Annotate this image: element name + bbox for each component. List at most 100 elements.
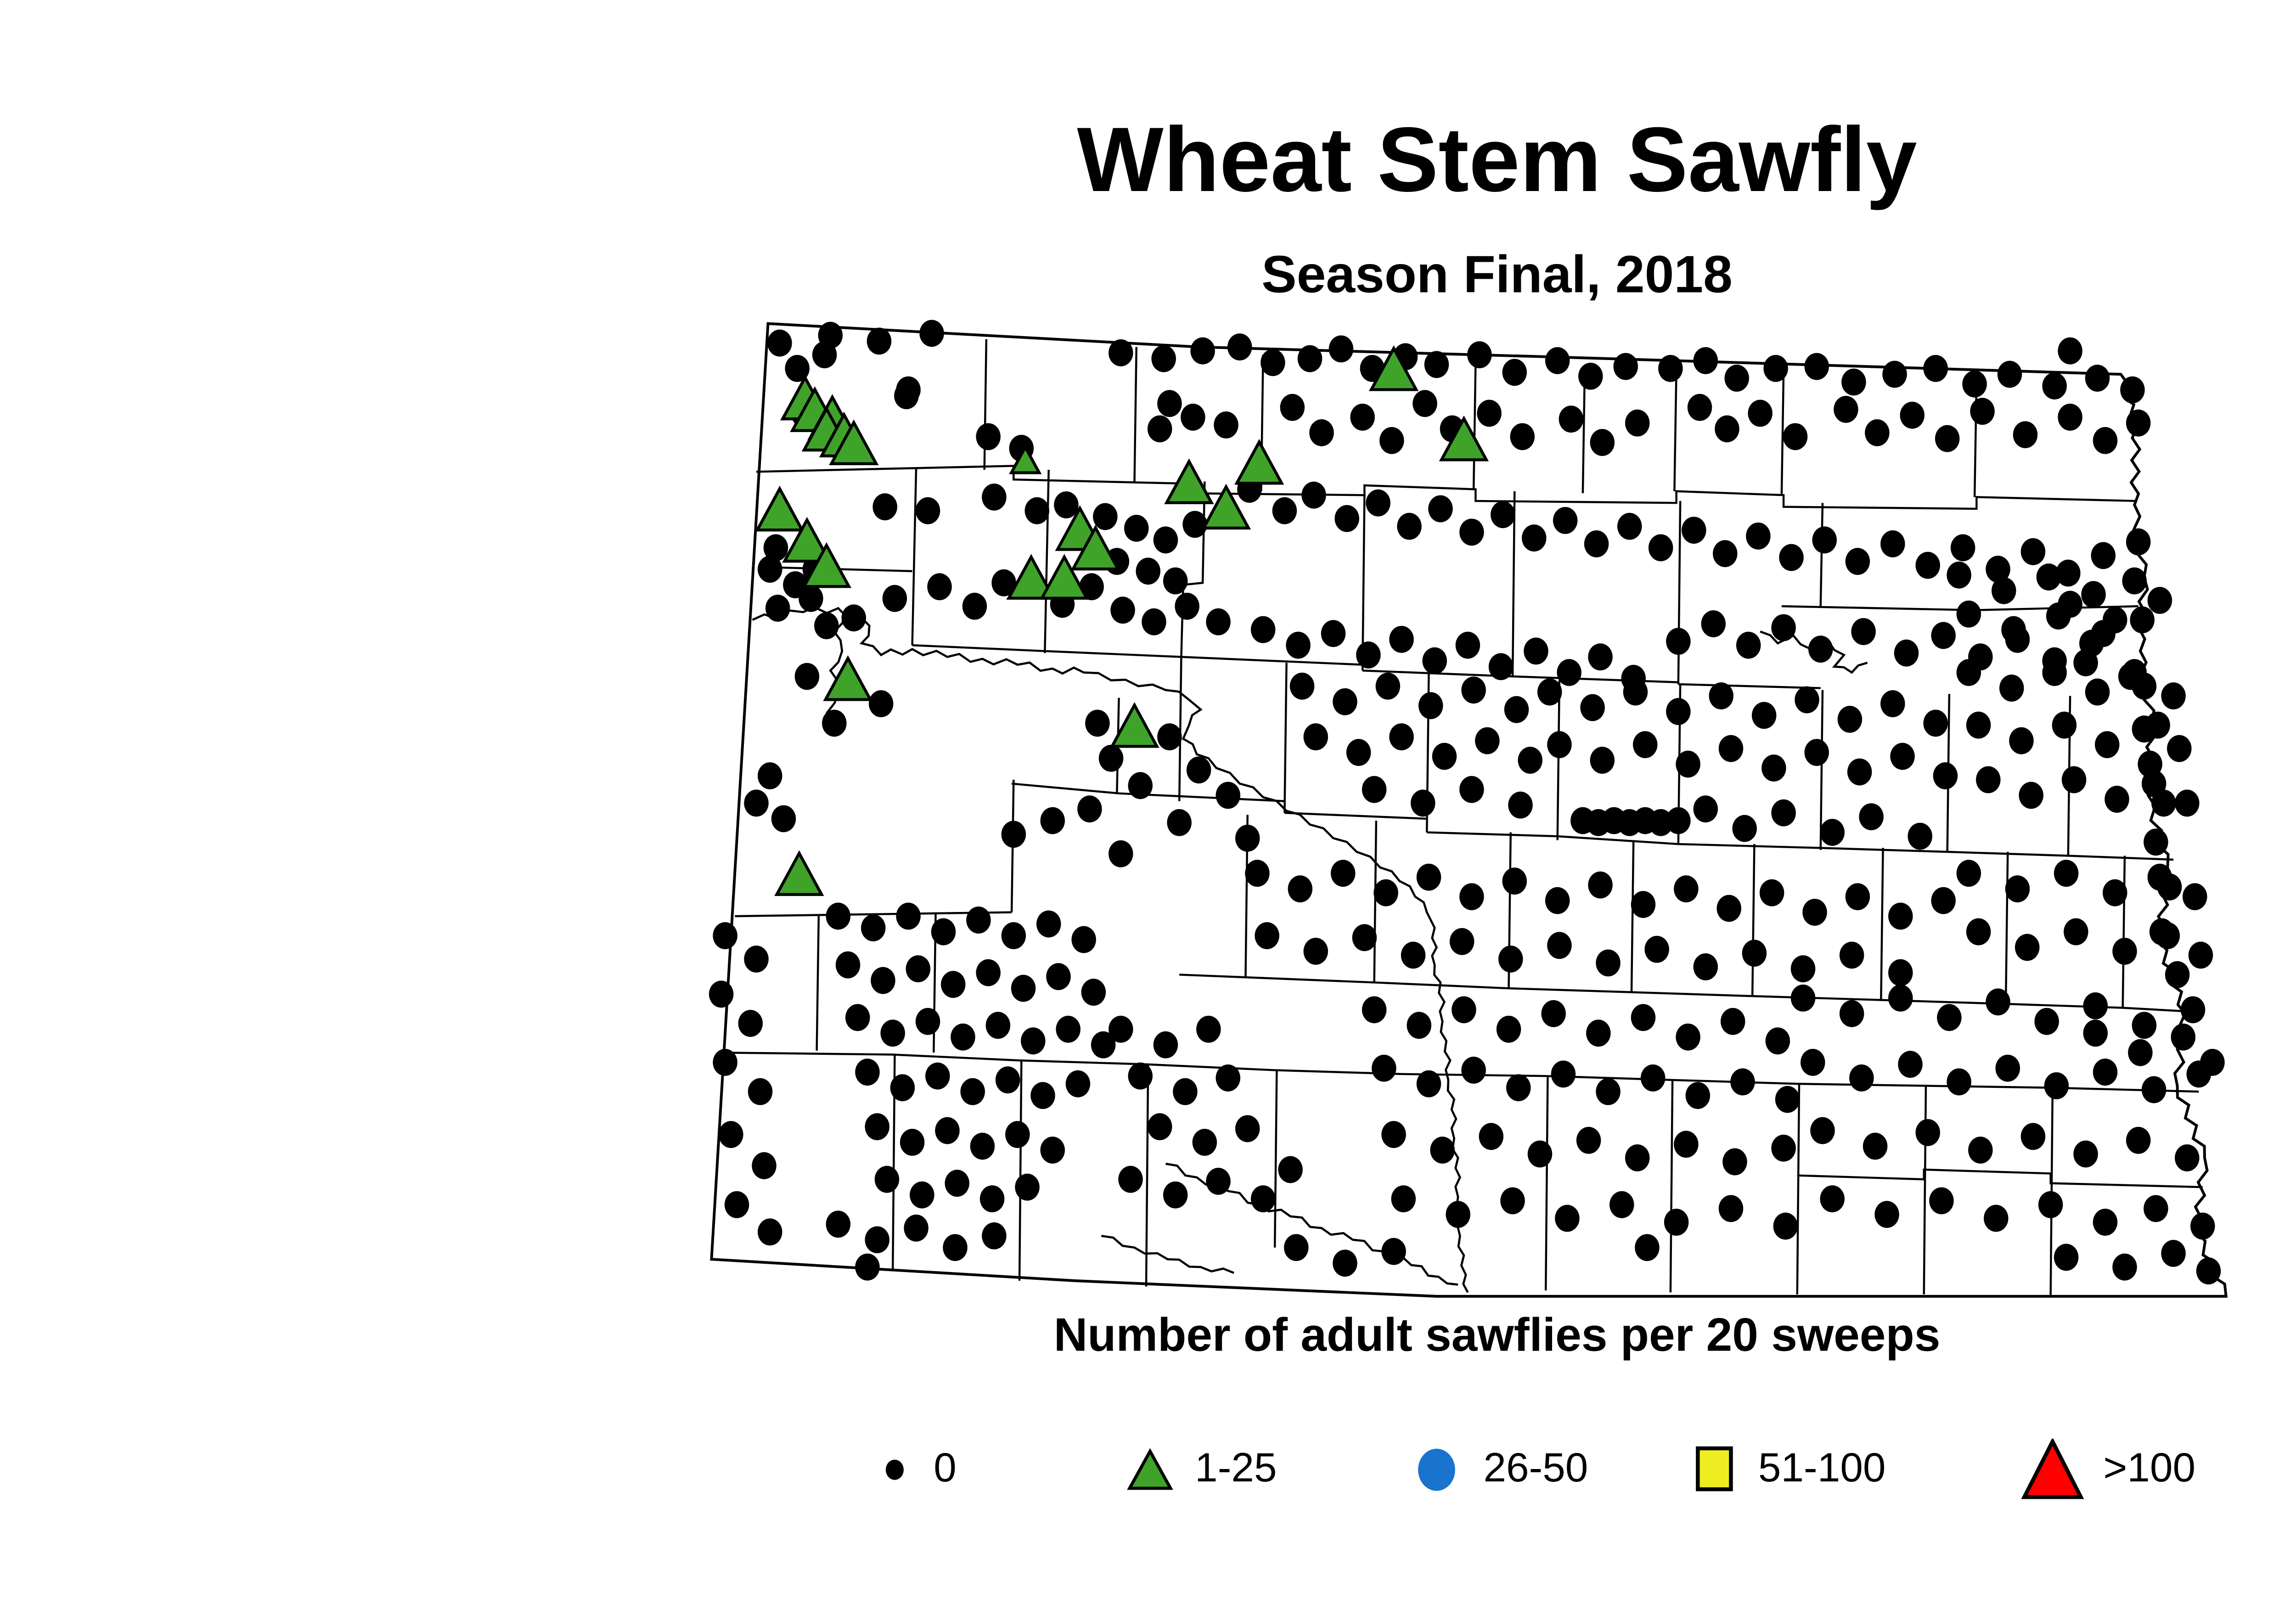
survey-point-zero (2196, 1257, 2221, 1285)
survey-point-zero (794, 663, 820, 690)
survey-point-zero (915, 1008, 940, 1035)
survey-point-zero (1128, 1062, 1153, 1090)
survey-point-zero (1153, 1031, 1178, 1058)
survey-point-zero (1124, 514, 1149, 542)
survey-point-zero (1732, 815, 1757, 842)
survey-point-zero (1537, 678, 1562, 706)
survey-point-zero (2093, 1209, 2118, 1236)
survey-point-zero (1479, 1123, 1504, 1150)
survey-point-zero (1278, 1156, 1303, 1183)
survey-point-zero (1956, 860, 1981, 887)
survey-point-zero (1685, 1082, 1711, 1109)
survey-point-zero (1775, 1086, 1800, 1113)
survey-point-zero (1011, 974, 1036, 1002)
survey-point-zero (1502, 359, 1527, 386)
survey-point-zero (935, 1117, 960, 1144)
survey-point-zero (2093, 427, 2118, 454)
survey-point-zero (1381, 1121, 1406, 1148)
survey-point-zero (814, 612, 839, 640)
survey-point-zero (1966, 918, 1991, 946)
survey-point-zero (1839, 941, 1864, 969)
survey-point-zero (1736, 631, 1761, 659)
survey-point-zero (1500, 1187, 1525, 1215)
survey-point-zero (2144, 1195, 2168, 1222)
survey-point-zero (1449, 928, 1474, 955)
survey-point-zero (744, 946, 769, 973)
survey-point-zero (738, 1010, 763, 1037)
survey-point-zero (2036, 563, 2061, 591)
survey-point-zero (906, 955, 931, 983)
survey-point-zero (757, 762, 782, 789)
survey-point-zero (1250, 1185, 1276, 1213)
survey-point-zero (1015, 1173, 1040, 1201)
survey-point-zero (1845, 548, 1870, 575)
survey-point-zero (1801, 1049, 1825, 1076)
survey-point-zero (1272, 497, 1297, 524)
survey-point-zero (2001, 616, 2026, 643)
survey-point-zero (1578, 362, 1603, 390)
triangle-icon (1127, 1448, 1173, 1490)
survey-point-zero (1617, 512, 1642, 540)
legend-item-gt100: >100 (2020, 1423, 2195, 1517)
survey-point-zero (2061, 766, 2087, 794)
survey-point-zero (1666, 628, 1691, 655)
survey-point-zero (1303, 723, 1328, 750)
survey-point-zero (976, 959, 1001, 986)
survey-point-zero (1771, 614, 1796, 642)
survey-point-zero (1452, 996, 1476, 1024)
survey-point-zero (1475, 727, 1500, 754)
survey-point-zero (2073, 1140, 2098, 1168)
survey-point-zero (709, 980, 734, 1008)
survey-point-zero (2180, 996, 2206, 1024)
survey-point-zero (1356, 641, 1381, 669)
survey-point-zero (2105, 785, 2129, 813)
survey-point-zero (2102, 879, 2127, 906)
survey-point-zero (1333, 1250, 1357, 1277)
survey-point-zero (1682, 517, 1706, 544)
survey-point-zero (1995, 1054, 2020, 1082)
survey-point-zero (995, 1066, 1020, 1094)
survey-point-zero (960, 1078, 985, 1105)
survey-point-zero (1999, 675, 2024, 702)
survey-point-zero (2112, 1253, 2137, 1281)
survey-point-zero (1859, 803, 1884, 831)
survey-point-zero (822, 709, 847, 737)
survey-point-zero (1693, 953, 1718, 980)
survey-point-zero (1136, 557, 1160, 585)
survey-point-zero (1330, 860, 1356, 887)
survey-point-zero (1935, 425, 1960, 452)
survey-point-zero (1352, 924, 1377, 951)
survey-point-zero (1590, 429, 1615, 456)
survey-point-zero (1288, 875, 1313, 903)
survey-point-zero (1524, 637, 1548, 665)
survey-point-zero (1632, 731, 1658, 758)
survey-point-zero (1863, 1132, 1888, 1160)
survey-point-zero (855, 1058, 880, 1086)
survey-point-zero (1321, 620, 1346, 647)
survey-point-zero (1771, 1134, 1796, 1162)
survey-point-zero (2141, 1076, 2167, 1103)
survey-point-zero (900, 1129, 925, 1156)
survey-point-zero (1880, 690, 1905, 717)
survey-point-zero (861, 914, 886, 941)
survey-point-zero (763, 534, 788, 562)
survey-point-zero (1900, 401, 1925, 429)
survey-point-zero (1915, 552, 1940, 579)
survey-point-zero (826, 902, 851, 930)
survey-point-zero (1623, 678, 1648, 706)
survey-point-zero (1666, 698, 1691, 725)
survey-point-zero (894, 382, 919, 410)
survey-point-zero (2042, 372, 2067, 400)
survey-point-zero (1720, 1008, 1745, 1035)
survey-point-zero (719, 1121, 743, 1148)
survey-point-zero (1625, 409, 1650, 437)
survey-point-zero (1845, 883, 1870, 911)
survey-point-zero (1227, 333, 1252, 361)
survey-point-zero (1424, 351, 1449, 378)
survey-point-zero (1779, 544, 1804, 571)
survey-point-zero (1036, 910, 1061, 938)
survey-point-zero (1024, 497, 1050, 524)
survey-point-zero (1588, 643, 1613, 670)
survey-point-zero (1021, 1027, 1046, 1055)
survey-point-zero (2009, 727, 2034, 754)
